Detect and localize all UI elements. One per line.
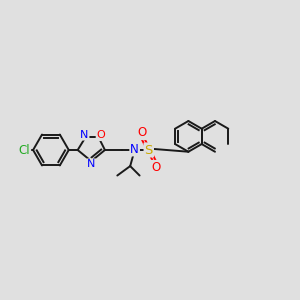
Text: N: N <box>87 159 95 170</box>
Text: S: S <box>145 143 153 157</box>
Text: N: N <box>80 130 88 140</box>
Text: N: N <box>130 142 139 155</box>
Text: O: O <box>151 161 160 174</box>
Text: Cl: Cl <box>19 143 30 157</box>
Text: O: O <box>97 130 105 140</box>
Text: O: O <box>137 126 146 139</box>
